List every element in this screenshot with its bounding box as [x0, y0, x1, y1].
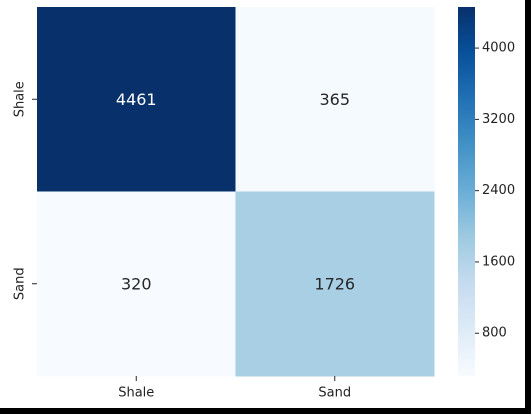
colorbar-tick-label: 800: [482, 326, 507, 341]
colorbar-tick-label: 3200: [482, 112, 515, 127]
colorbar-tick-label: 2400: [482, 183, 515, 198]
x-axis-ticks: Shale Sand: [118, 376, 351, 401]
heatmap-cell-sand-sand: [235, 191, 435, 377]
y-axis-ticks: Shale Sand: [13, 81, 37, 300]
y-tick-label: Sand: [13, 267, 28, 300]
cell-annotation: 365: [319, 90, 350, 109]
heatmap-cells: [37, 7, 435, 377]
cell-annotations: 4461 365 320 1726: [116, 90, 355, 294]
colorbar-tick-label: 4000: [482, 41, 515, 56]
cell-annotation: 1726: [314, 274, 355, 293]
colorbar: 800 1600 2400 3200 4000: [458, 7, 515, 376]
x-tick-label: Sand: [318, 386, 351, 401]
cell-annotation: 320: [121, 274, 152, 293]
x-tick-label: Shale: [118, 386, 154, 401]
confusion-matrix-heatmap: 4461 365 320 1726 Shale Sand Shale Sand 800 16…: [13, 7, 515, 401]
colorbar-tick-label: 1600: [482, 254, 515, 269]
cell-annotation: 4461: [116, 90, 157, 109]
heatmap-cell-sand-shale: [37, 191, 236, 377]
heatmap-cell-shale-sand: [235, 7, 435, 192]
y-tick-label: Shale: [13, 81, 28, 117]
heatmap-cell-shale-shale: [37, 7, 236, 192]
colorbar-gradient: [458, 7, 475, 376]
figure: 4461 365 320 1726 Shale Sand Shale Sand 800 16…: [0, 0, 525, 408]
